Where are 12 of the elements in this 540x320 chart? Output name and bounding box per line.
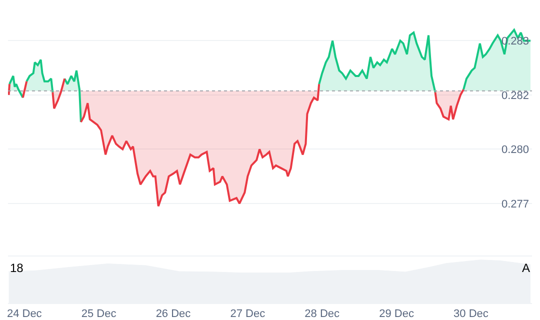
annotation: 18 bbox=[10, 261, 24, 275]
x-tick-label: 27 Dec bbox=[230, 308, 266, 320]
y-tick-label: 0.280 bbox=[501, 144, 529, 156]
x-tick-label: 25 Dec bbox=[81, 308, 117, 320]
y-tick-label: 0.282 bbox=[501, 90, 529, 102]
x-tick-label: 24 Dec bbox=[6, 308, 42, 320]
x-tick-label: 26 Dec bbox=[156, 308, 192, 320]
x-tick-label: 29 Dec bbox=[379, 308, 414, 320]
x-tick-label: 28 Dec bbox=[304, 308, 340, 320]
x-tick-label: 30 Dec bbox=[454, 308, 489, 320]
y-tick-label: 0.277 bbox=[501, 198, 529, 210]
annotation: A bbox=[522, 261, 530, 275]
